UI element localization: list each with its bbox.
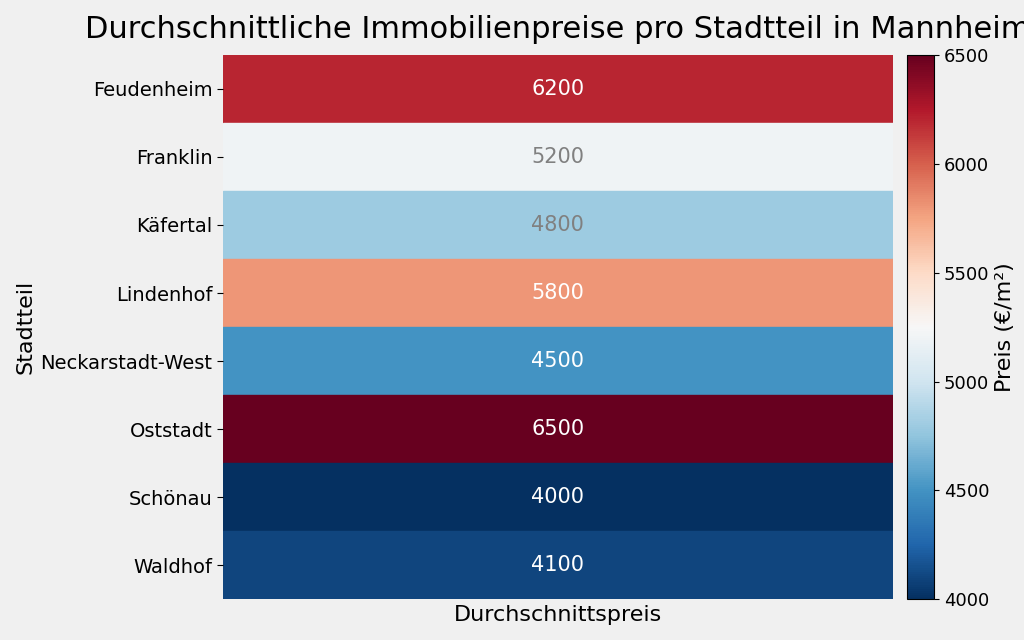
Y-axis label: Preis (€/m²): Preis (€/m²) — [995, 262, 1015, 392]
Text: 4800: 4800 — [531, 215, 585, 235]
Bar — [223, 123, 893, 191]
Bar — [223, 463, 893, 531]
Text: 4500: 4500 — [531, 351, 585, 371]
Text: 6200: 6200 — [531, 79, 585, 99]
Bar — [223, 54, 893, 123]
Title: Durchschnittliche Immobilienpreise pro Stadtteil in Mannheim: Durchschnittliche Immobilienpreise pro S… — [85, 15, 1024, 44]
Bar — [223, 531, 893, 600]
Text: 5200: 5200 — [531, 147, 585, 167]
Bar — [223, 191, 893, 259]
Text: 4100: 4100 — [531, 556, 585, 575]
Text: 6500: 6500 — [531, 419, 585, 439]
Bar — [223, 327, 893, 395]
X-axis label: Durchschnittspreis: Durchschnittspreis — [454, 605, 662, 625]
Y-axis label: Stadtteil: Stadtteil — [15, 280, 35, 374]
Bar — [223, 259, 893, 327]
Text: 4000: 4000 — [531, 487, 585, 508]
Bar — [223, 395, 893, 463]
Text: 5800: 5800 — [531, 283, 585, 303]
